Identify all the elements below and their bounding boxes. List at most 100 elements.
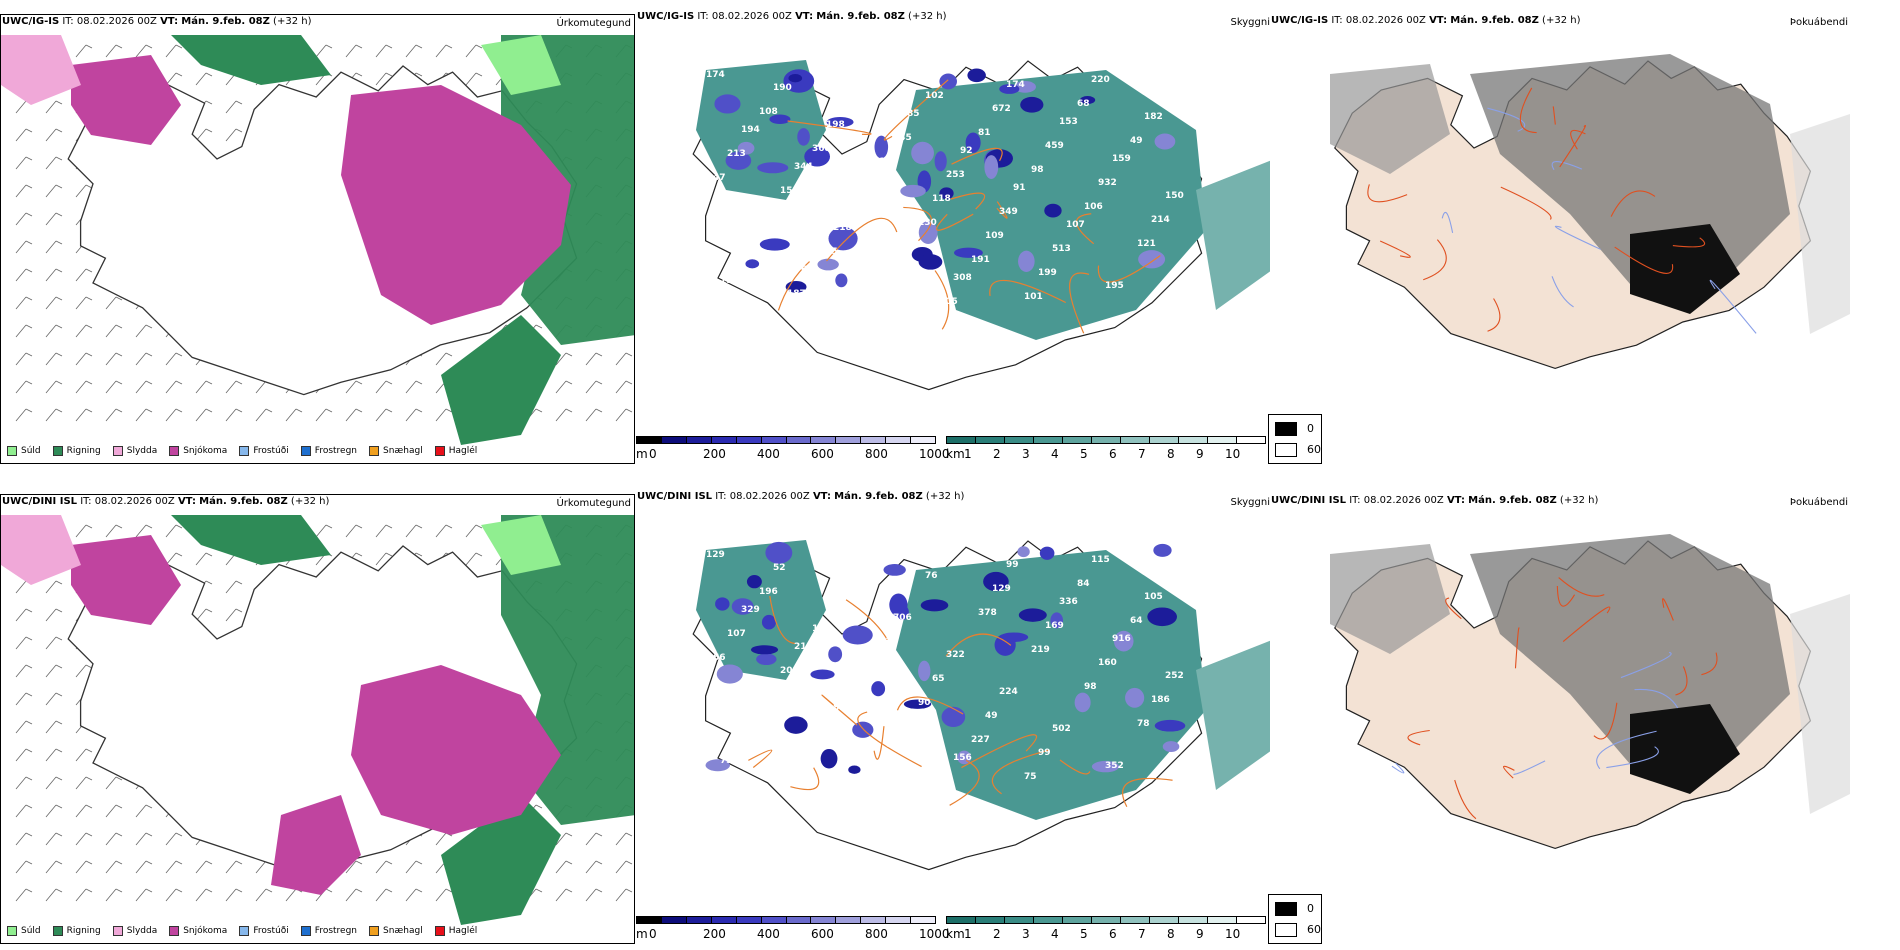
legend-swatch [7, 926, 17, 936]
wind-barb [195, 72, 213, 86]
visibility-value: 169 [1045, 621, 1064, 631]
terrain-patch [1018, 250, 1035, 272]
visibility-value: 98 [1031, 165, 1044, 175]
river [1551, 161, 1583, 171]
fog-panel: UWC/DINI ISL IT: 08.02.2026 00Z VT: Mán.… [1270, 494, 1850, 944]
wind-barb [105, 380, 123, 394]
snow-area [71, 55, 181, 145]
visibility-value: 104 [819, 727, 838, 737]
wind-barb [45, 580, 63, 594]
visibility-value: 368 [812, 144, 831, 154]
terrain-patch [941, 706, 966, 728]
terrain-patch [731, 598, 754, 615]
wind-barb [15, 776, 33, 790]
legend-item: Snjókoma [169, 446, 227, 456]
wind-barb [585, 352, 603, 366]
road [1122, 777, 1173, 808]
elevation-tick: 400 [757, 927, 780, 941]
visibility-value: 61 [801, 265, 814, 275]
road [769, 595, 796, 645]
wind-barb [135, 380, 153, 394]
visibility-tick: 10 [1225, 447, 1241, 461]
terrain-patch [1039, 546, 1055, 560]
precip-legend: Súld Rigning Slydda Snjókoma Frostúði Frostre… [7, 441, 483, 461]
terrain-patch [1014, 80, 1036, 93]
wind-barb [45, 860, 63, 874]
wind-barb [75, 832, 93, 846]
colorbar-step [886, 437, 912, 443]
terrain-patch [1044, 203, 1062, 218]
terrain-patch [716, 664, 743, 684]
visibility-value: 195 [1105, 281, 1124, 291]
visibility-value: 349 [999, 207, 1018, 217]
model-name: UWC/IG-IS [2, 16, 60, 27]
visibility-value: 174 [706, 70, 725, 80]
wind-barb [15, 720, 33, 734]
visibility-tick: 9 [1196, 447, 1204, 461]
road [873, 726, 885, 760]
terrain-patch [1162, 741, 1180, 752]
visibility-value: 187 [787, 289, 806, 299]
terrain-patch [756, 653, 777, 666]
visibility-value: 438 [900, 236, 919, 246]
precip-type-map [1, 515, 634, 925]
legend-item: Rigning [52, 446, 101, 456]
visibility-value: 102 [925, 91, 944, 101]
visibility-value: 247 [840, 96, 859, 106]
wind-barb [75, 184, 93, 198]
elevation-colorbar: m 0 200 400 600 800 1000 [636, 436, 950, 466]
wind-barb [315, 44, 333, 58]
wind-barb [45, 128, 63, 142]
visibility-value: 107 [727, 629, 746, 639]
wind-barb [165, 44, 183, 58]
wind-barb [105, 324, 123, 338]
colorbar-step [836, 917, 862, 923]
visibility-value: 322 [946, 650, 965, 660]
terrain-patch [750, 645, 779, 655]
colorbar-step [1034, 437, 1063, 443]
valid-time-label: VT: [1446, 495, 1465, 506]
road [903, 206, 932, 242]
wind-barb [225, 100, 243, 114]
init-time-value: 08.02.2026 00Z [76, 16, 157, 27]
wind-barb [165, 888, 183, 902]
visibility-value: 174 [1006, 80, 1025, 90]
wind-barb [105, 408, 123, 422]
wind-barb [225, 380, 243, 394]
wind-barb [165, 524, 183, 538]
wind-barb [75, 748, 93, 762]
road [996, 201, 1008, 219]
road [896, 696, 964, 715]
legend-item: Súld [7, 926, 41, 936]
wind-barb [555, 832, 573, 846]
legend-label: Snæhagl [383, 446, 423, 456]
wind-barb [405, 524, 423, 538]
wind-barb [435, 888, 453, 902]
wind-barb [45, 380, 63, 394]
road [1097, 254, 1161, 283]
visibility-tick: 10 [1225, 927, 1241, 941]
terrain-patch [967, 68, 986, 83]
visibility-value: 329 [741, 605, 760, 615]
fog-map [1330, 534, 1850, 850]
road [991, 749, 1050, 795]
wind-barb [345, 380, 363, 394]
legend-swatch [169, 446, 180, 456]
visibility-value: 150 [1165, 191, 1184, 201]
wind-barb [195, 380, 213, 394]
wind-barb [75, 44, 93, 58]
drizzle-area [481, 35, 561, 95]
wind-barb [165, 832, 183, 846]
visibility-value: 336 [1059, 597, 1078, 607]
visibility-value: 108 [759, 107, 778, 117]
wind-barb [45, 832, 63, 846]
road [1454, 779, 1477, 820]
elevation-tick: 200 [703, 447, 726, 461]
terrain-patch [934, 151, 947, 172]
fog-title: Þokuábendi [1789, 497, 1848, 508]
fog-area [1790, 114, 1850, 334]
wind-barb [615, 380, 633, 394]
road [787, 120, 872, 136]
colorbar-step [947, 437, 976, 443]
visibility-value: 513 [1052, 244, 1071, 254]
